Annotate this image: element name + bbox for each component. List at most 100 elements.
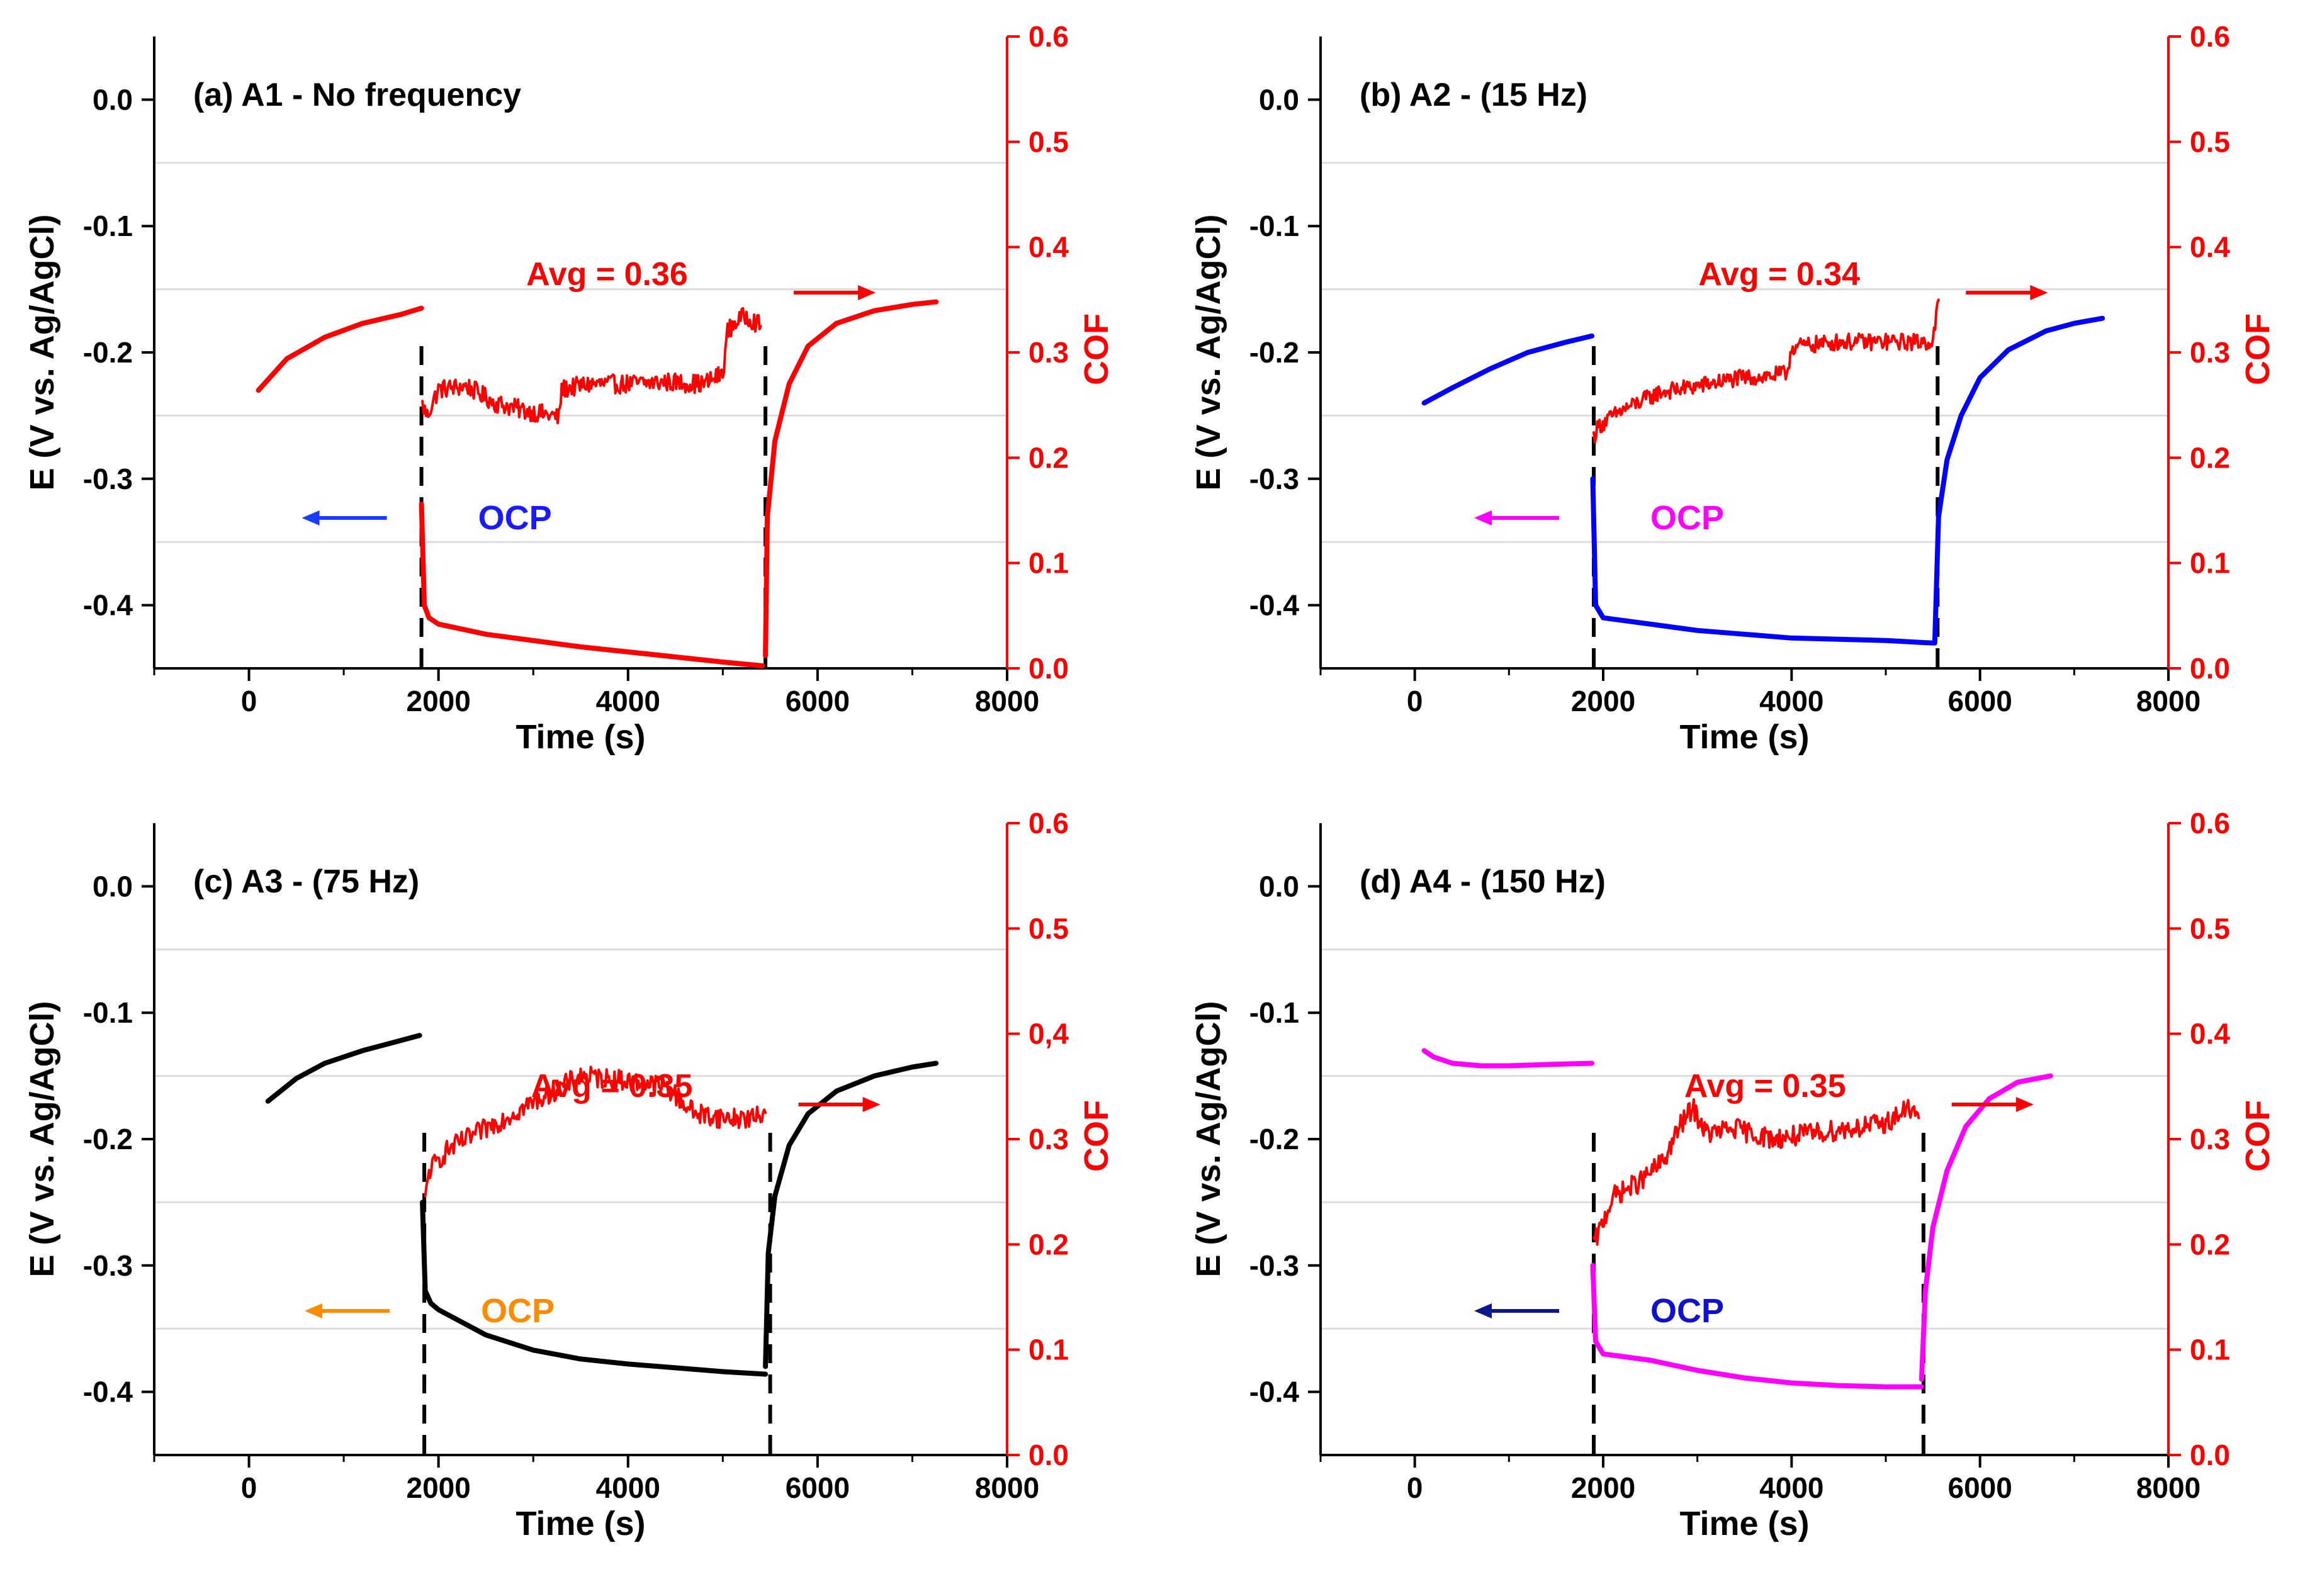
x-tick-label: 8000 [975,685,1039,717]
x-tick-label: 4000 [596,685,660,717]
x-tick-label: 8000 [2136,685,2201,717]
y-right-tick-label: 0.1 [2190,547,2230,580]
series-cof [421,306,762,425]
y-left-tick-label: -0.2 [1249,1123,1299,1155]
x-tick-label: 8000 [2136,1471,2201,1504]
ocp-label: OCP [478,499,552,537]
cof-arrow-head [862,1097,881,1112]
x-tick-label: 6000 [1947,685,2012,717]
cof-arrow-head [858,285,876,300]
y-left-tick-label: -0.1 [83,996,133,1029]
y-right-tick-label: 0.5 [2190,125,2230,158]
y-right-tick-label: 0.6 [2190,807,2230,840]
y-right-tick-label: 0.3 [1029,336,1069,369]
x-tick-label: 2000 [1571,1471,1635,1504]
y-right-tick-label: 0.0 [2190,1439,2230,1471]
x-tick-label: 0 [241,1471,257,1504]
y-left-tick-label: -0.3 [83,1249,133,1282]
x-tick-label: 0 [1407,1471,1423,1504]
e-arrow-head [302,510,320,525]
x-tick-label: 4000 [596,1471,660,1504]
y-right-tick-label: 0.1 [1029,547,1069,580]
y-right-axis-title: COF [1078,313,1115,385]
series-cof [424,1065,767,1198]
x-tick-label: 0 [1407,685,1423,717]
x-axis-title: Time (s) [1679,1505,1809,1543]
y-right-tick-label: 0.0 [2190,652,2230,685]
y-left-tick-label: -0.4 [1249,589,1300,622]
y-right-tick-label: 0.0 [1029,652,1069,685]
y-left-tick-label: -0.2 [83,1123,133,1155]
e-arrow-head [305,1303,323,1318]
y-left-tick-label: -0.1 [1249,996,1299,1029]
y-right-tick-label: 0.5 [2190,912,2230,945]
series-e-pre-slide [256,305,424,393]
y-right-tick-label: 0.2 [2190,1228,2230,1261]
e-arrow-head [1474,1303,1492,1318]
y-right-tick-label: 0.2 [2190,441,2230,474]
avg-cof-label: Avg = 0.35 [531,1068,693,1104]
y-left-tick-label: -0.3 [1249,1249,1299,1282]
panel-label: (d) A4 - (150 Hz) [1360,863,1606,900]
ocp-label: OCP [1650,1292,1724,1330]
panel-3: 0 2000 4000 6000 80000.0-0.1-0.2-0.3-0.40.00… [23,807,1115,1543]
y-right-tick-label: 0,4 [1029,1018,1069,1050]
y-right-tick-label: 0.5 [1029,125,1069,158]
x-tick-label: 2000 [406,1471,470,1504]
y-right-tick-label: 0.5 [1029,912,1069,945]
avg-cof-label: Avg = 0.35 [1684,1068,1846,1104]
y-right-tick-label: 0.2 [1029,441,1069,474]
y-right-axis-title: COF [1078,1100,1115,1172]
panel-label: (c) A3 - (75 Hz) [193,863,419,900]
y-left-tick-label: 0.0 [1259,870,1299,902]
cof-arrow-head [2030,285,2048,300]
y-right-tick-label: 0.3 [1029,1123,1069,1155]
y-left-tick-label: -0.2 [83,336,133,369]
series-e-post-slide [1932,315,2105,646]
y-left-tick-label: -0.3 [1249,463,1299,495]
y-left-tick-label: -0.1 [1249,210,1299,242]
panel-label: (b) A2 - (15 Hz) [1360,77,1587,113]
y-left-tick-label: -0.2 [1249,336,1299,369]
x-tick-label: 6000 [786,1471,850,1504]
series-e-pre-slide [1421,1048,1594,1069]
series-e-during-slide [419,502,765,668]
x-tick-label: 2000 [1571,685,1635,717]
cof-arrow-head [2015,1097,2034,1112]
y-right-tick-label: 0.6 [1029,807,1069,840]
y-left-tick-label: 0.0 [1259,83,1299,116]
series-e-post-slide [1919,1073,2053,1382]
series-e-during-slide [420,1200,769,1377]
ocp-label: OCP [1650,499,1724,537]
panel-2: 0 2000 4000 6000 80000.0-0.1-0.2-0.3-0.40.00… [1190,20,2277,756]
y-left-tick-label: -0.4 [1249,1376,1300,1408]
y-right-tick-label: 0.2 [1029,1228,1069,1261]
e-arrow-head [1474,510,1492,525]
y-right-tick-label: 0.0 [1029,1439,1069,1471]
panel-1: 0 2000 4000 6000 80000.0-0.1-0.2-0.3-0.40.00… [23,20,1115,756]
x-tick-label: 6000 [1947,1471,2012,1504]
panel-4: 0 2000 4000 6000 80000.0-0.1-0.2-0.3-0.40.00… [1190,807,2277,1543]
x-tick-label: 6000 [786,685,850,717]
series-cof [1592,298,1940,444]
x-axis-title: Time (s) [516,718,645,756]
y-right-tick-label: 0.6 [1029,20,1069,53]
y-left-axis-title: E (V vs. Ag/AgCl) [23,1001,61,1277]
y-right-axis-title: COF [2239,313,2277,385]
y-left-axis-title: E (V vs. Ag/AgCl) [1190,1001,1227,1277]
x-tick-label: 2000 [406,685,470,717]
y-left-tick-label: -0.4 [83,589,133,622]
y-left-tick-label: 0.0 [93,83,133,116]
y-right-tick-label: 0.4 [1029,231,1069,264]
y-left-axis-title: E (V vs. Ag/AgCl) [1190,214,1227,490]
y-left-axis-title: E (V vs. Ag/AgCl) [23,214,61,490]
x-tick-label: 4000 [1759,685,1823,717]
series-e-during-slide [1590,476,1936,646]
y-right-axis-title: COF [2239,1100,2277,1172]
y-right-tick-label: 0.4 [2190,231,2230,264]
y-right-tick-label: 0.3 [2190,336,2230,369]
y-right-tick-label: 0.1 [1029,1334,1069,1366]
y-right-tick-label: 0.1 [2190,1334,2230,1366]
series-cof [1592,1098,1920,1246]
